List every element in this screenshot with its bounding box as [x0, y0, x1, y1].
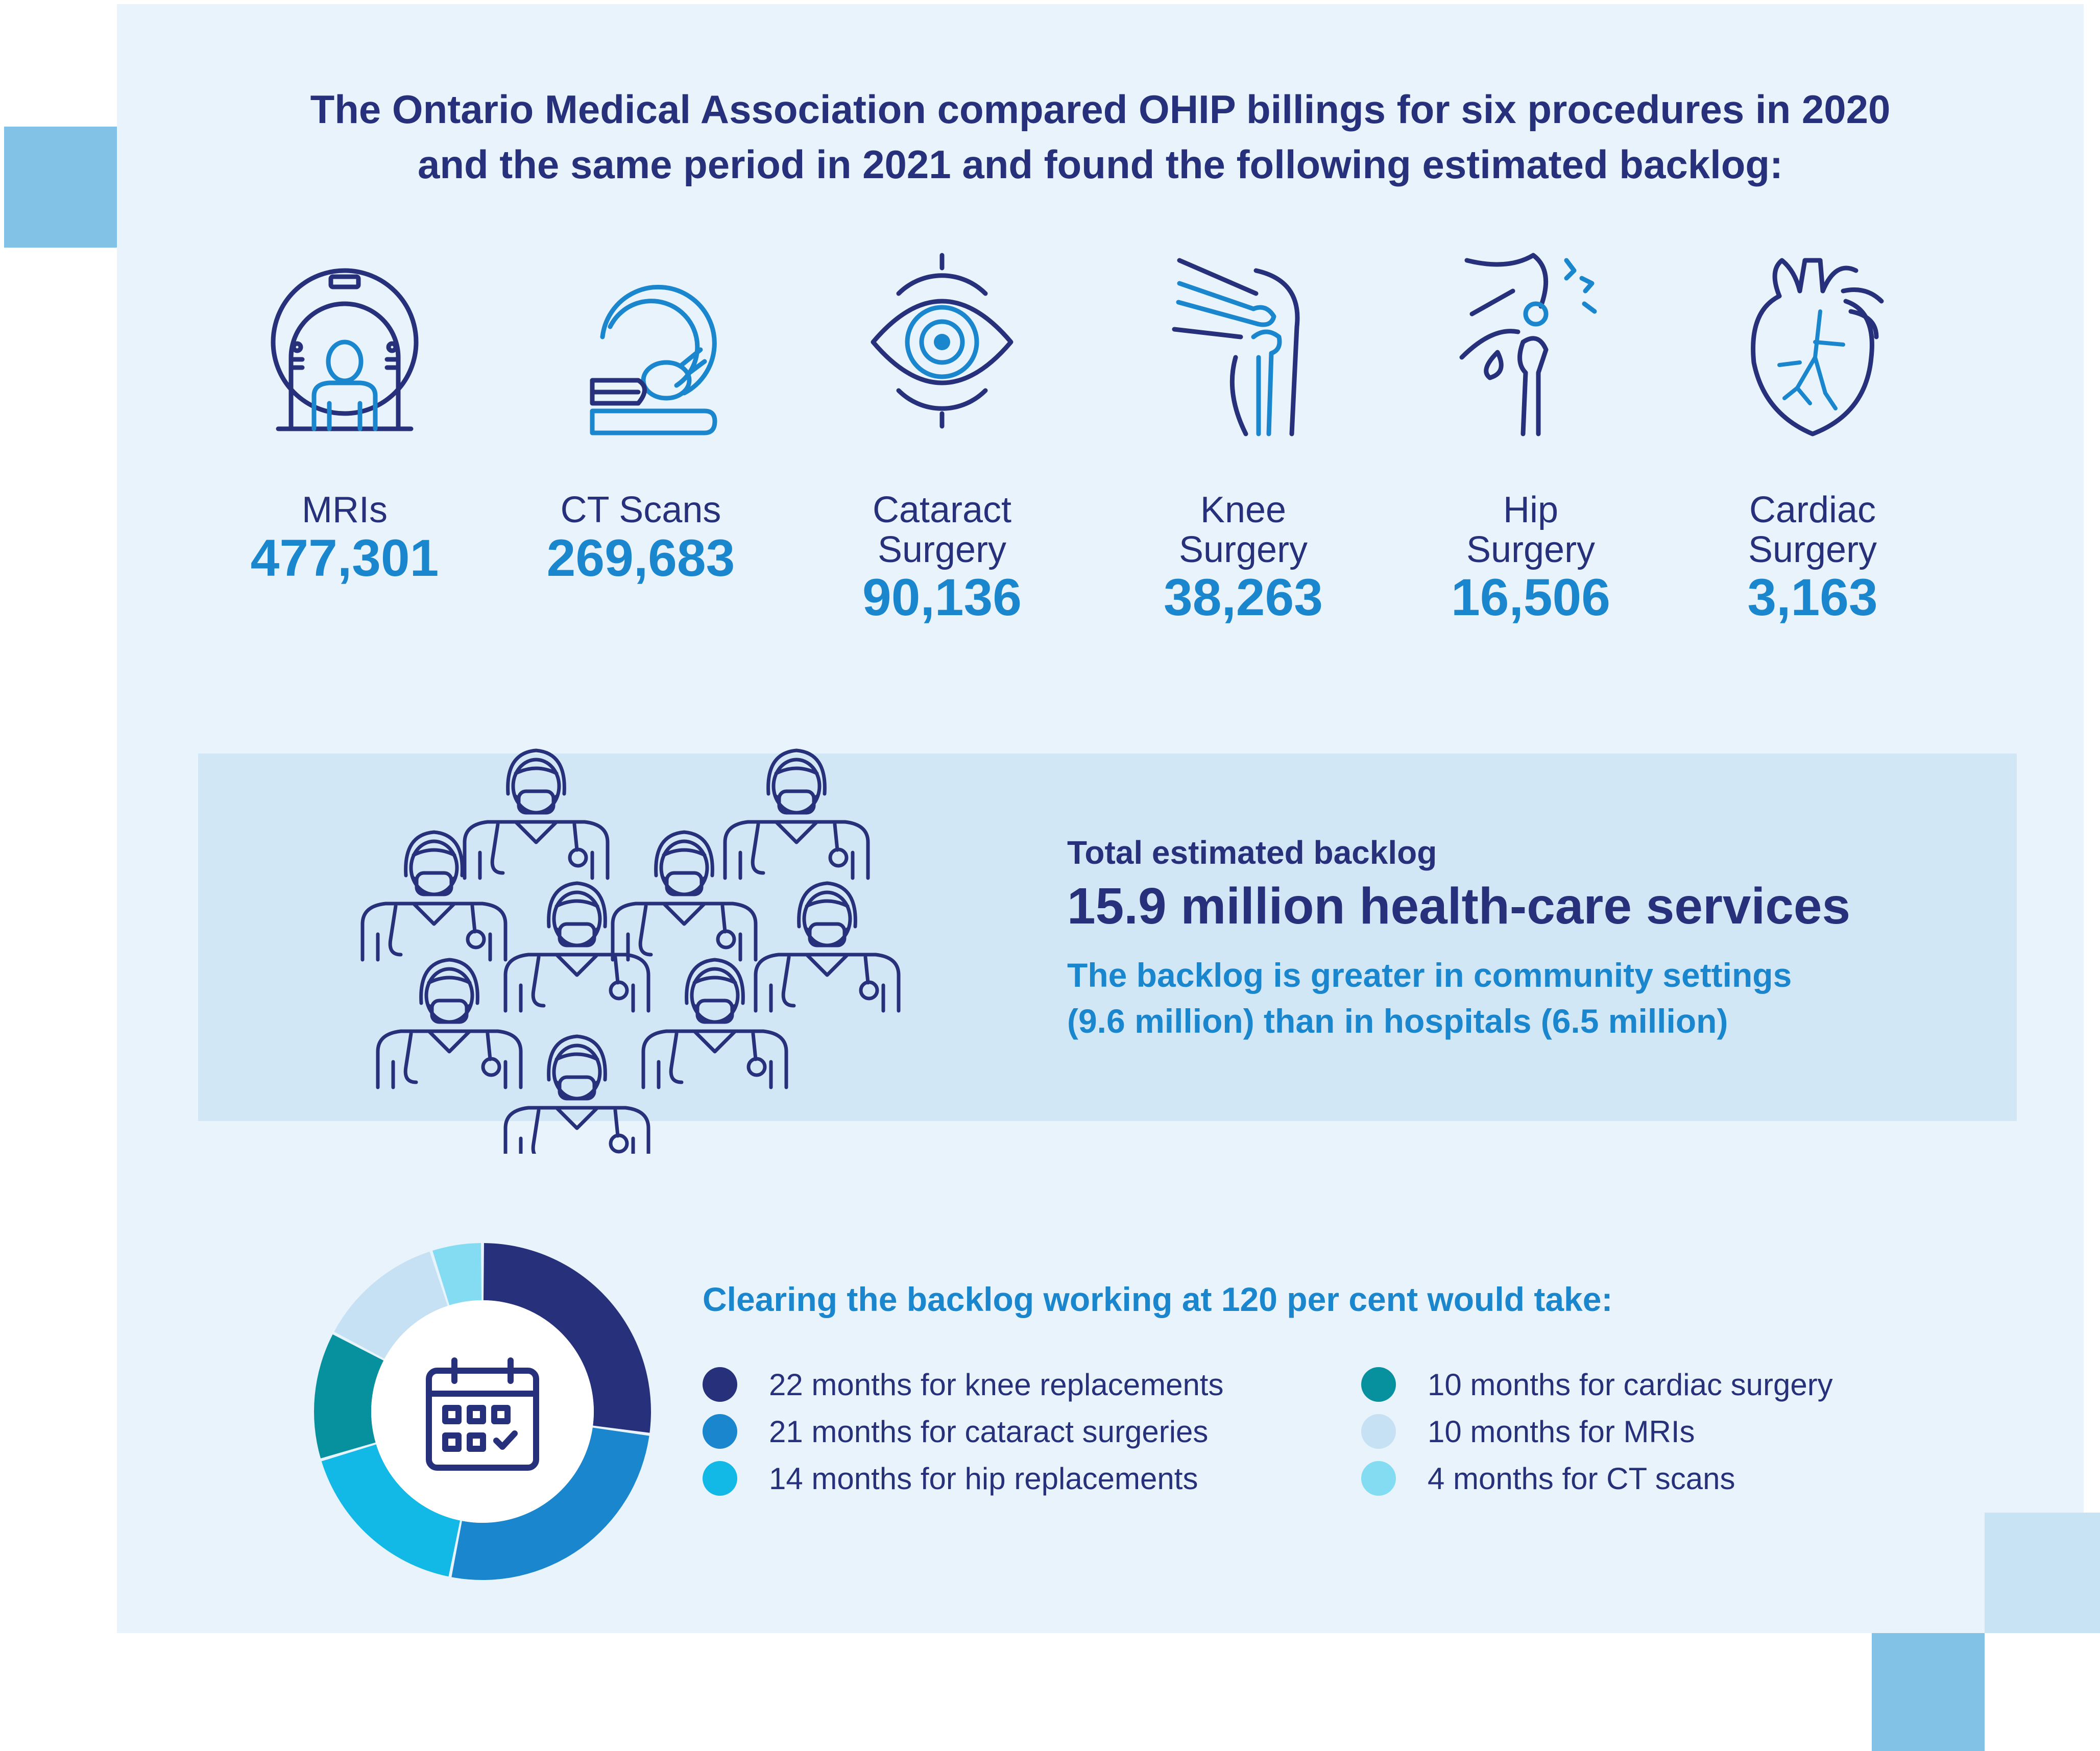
knee-joint-icon — [1172, 258, 1300, 436]
decorative-square — [1872, 1633, 1985, 1751]
total-backlog-label: Total estimated backlog — [1067, 834, 1437, 871]
total-backlog-note: The backlog is greater in community sett… — [1067, 952, 1935, 1044]
legend-item: 22 months for knee replacements — [703, 1362, 1366, 1408]
headline: The Ontario Medical Association compared… — [117, 82, 2084, 192]
donut-segment-hip-replacements — [321, 1444, 461, 1577]
procedure-value: 269,683 — [546, 529, 735, 587]
donut-segment-mris — [334, 1251, 448, 1359]
legend-swatch — [1361, 1414, 1396, 1449]
procedure-value: 16,506 — [1451, 568, 1610, 626]
label-line: Surgery — [1178, 529, 1308, 570]
ct-scanner-icon — [590, 284, 717, 435]
note-line: The backlog is greater in community sett… — [1067, 956, 1792, 994]
label-line: Surgery — [1466, 529, 1596, 570]
procedure-value: 477,301 — [250, 529, 439, 587]
label-line: Hip — [1503, 490, 1559, 530]
health-care-workers-icon — [357, 715, 939, 1154]
headline-line: The Ontario Medical Association compared… — [310, 87, 1891, 132]
total-backlog-band — [198, 753, 2017, 1121]
mri-scanner-icon — [271, 268, 419, 431]
procedure-value: 38,263 — [1164, 568, 1323, 626]
donut-segment-ct-scans — [432, 1243, 482, 1305]
legend-label: 10 months for MRIs — [1428, 1415, 1695, 1449]
legend-swatch — [703, 1414, 737, 1449]
donut-segment-cardiac-surgery — [314, 1334, 384, 1458]
procedure-value: 3,163 — [1747, 568, 1878, 626]
procedure-label: Cardiac Surgery — [1670, 490, 1956, 570]
legend-swatch — [703, 1461, 737, 1496]
decorative-square — [4, 127, 117, 248]
legend-label: 14 months for hip replacements — [769, 1462, 1198, 1496]
donut-segments — [314, 1243, 651, 1580]
label-line: Surgery — [1748, 529, 1877, 570]
legend-label: 21 months for cataract surgeries — [769, 1415, 1209, 1449]
procedure-label: CT Scans — [498, 490, 784, 530]
label-line: Cataract — [872, 490, 1012, 530]
heart-icon — [1751, 258, 1884, 436]
legend-label: 22 months for knee replacements — [769, 1368, 1224, 1402]
note-line: (9.6 million) than in hospitals (6.5 mil… — [1067, 1002, 1728, 1040]
donut-segment-knee-replacements — [483, 1243, 651, 1433]
eye-icon — [871, 253, 1013, 429]
backlog-donut-chart — [314, 1243, 651, 1580]
decorative-square — [1985, 1513, 2100, 1633]
legend-swatch — [1361, 1461, 1396, 1496]
legend-label: 10 months for cardiac surgery — [1428, 1368, 1833, 1402]
donut-segment-cataract-surgeries — [451, 1427, 649, 1580]
label-line: Surgery — [877, 529, 1007, 570]
label-line: CT Scans — [560, 490, 721, 530]
label-line: MRIs — [302, 490, 388, 530]
legend-item: 10 months for MRIs — [1361, 1409, 2025, 1455]
label-line: Cardiac — [1749, 490, 1876, 530]
procedure-label: Hip Surgery — [1388, 490, 1674, 570]
procedure-label: MRIs — [202, 490, 488, 530]
legend-item: 10 months for cardiac surgery — [1361, 1362, 2025, 1408]
procedure-label: Cataract Surgery — [799, 490, 1085, 570]
legend-item: 4 months for CT scans — [1361, 1456, 2025, 1502]
legend-item: 14 months for hip replacements — [703, 1456, 1366, 1502]
legend-label: 4 months for CT scans — [1428, 1462, 1735, 1496]
headline-line: and the same period in 2021 and found th… — [417, 142, 1783, 187]
calendar-icon — [426, 1357, 539, 1471]
total-backlog-value: 15.9 million health-care services — [1067, 878, 1851, 935]
hip-joint-icon — [1459, 253, 1597, 436]
legend-swatch — [1361, 1367, 1396, 1402]
legend-swatch — [703, 1367, 737, 1402]
procedure-value: 90,136 — [862, 568, 1022, 626]
procedure-label: Knee Surgery — [1100, 490, 1386, 570]
clearing-title: Clearing the backlog working at 120 per … — [703, 1280, 1613, 1318]
legend-item: 21 months for cataract surgeries — [703, 1409, 1366, 1455]
label-line: Knee — [1200, 490, 1287, 530]
